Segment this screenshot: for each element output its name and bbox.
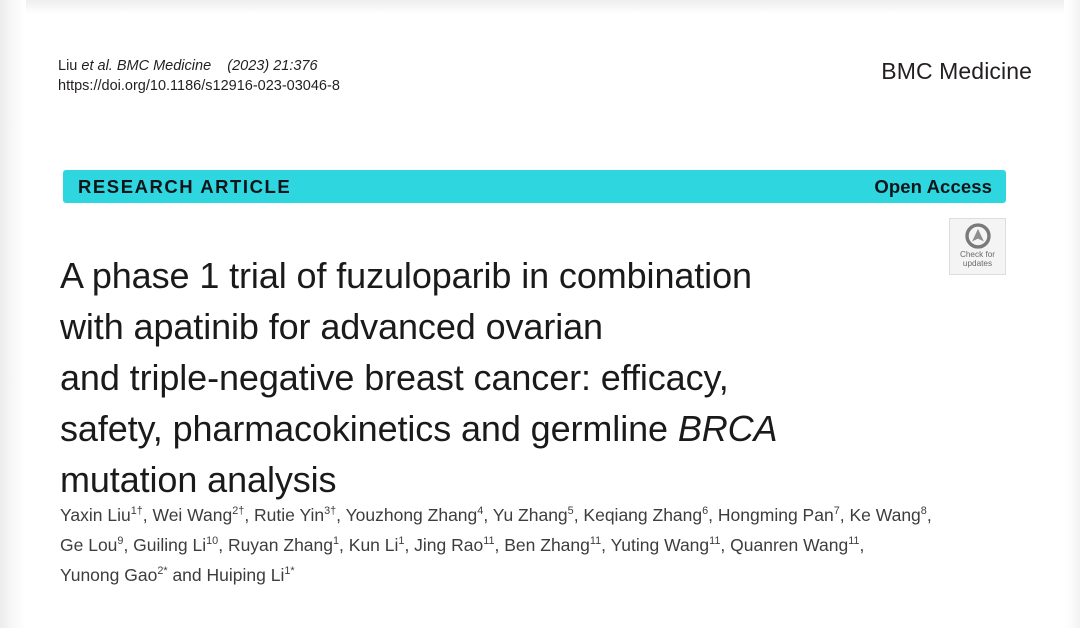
author-affiliation-marker: 7 <box>833 505 840 518</box>
author-separator: , <box>244 505 255 525</box>
author-affiliation-marker: 11 <box>483 535 495 548</box>
author-line-2: Ge Lou9, Guiling Li10, Ruyan Zhang1, Kun… <box>60 530 1020 560</box>
author-separator: , <box>601 535 611 555</box>
author-separator: , <box>142 505 153 525</box>
author-name[interactable]: Wei Wang <box>152 505 233 525</box>
author-affiliation-marker: 11 <box>589 535 602 548</box>
author-affiliation-marker: 11 <box>848 535 860 548</box>
page-edge-shading-top <box>0 0 1080 14</box>
author-name[interactable]: Kun Li <box>348 535 399 555</box>
author-name[interactable]: Yunong Gao <box>60 565 158 585</box>
title-line-3: and triple-negative breast cancer: effic… <box>60 357 729 399</box>
citation-journal-italic: et al. BMC Medicine <box>81 58 212 74</box>
author-name[interactable]: Rutie Yin <box>254 505 325 525</box>
author-name[interactable]: Ruyan Zhang <box>227 535 334 555</box>
author-affiliation-marker: 1 <box>333 535 340 548</box>
author-separator: , <box>123 535 134 555</box>
author-separator: , <box>720 535 731 555</box>
author-name[interactable]: Hongming Pan <box>717 505 834 525</box>
running-head: Liu et al. BMC Medicine (2023) 21:376 ht… <box>58 57 678 96</box>
author-separator: , <box>494 535 505 555</box>
author-name[interactable]: Ge Lou <box>60 535 118 555</box>
title-line-5: mutation analysis <box>60 459 337 501</box>
author-separator: , <box>573 505 584 525</box>
author-separator: , <box>404 535 415 555</box>
author-affiliation-marker: 3† <box>324 505 337 518</box>
citation-volume: (2023) 21:376 <box>211 58 318 74</box>
author-name[interactable]: Huiping Li <box>206 565 285 585</box>
check-for-updates-label: Check for updates <box>959 250 996 269</box>
author-separator: , <box>218 535 228 555</box>
author-name[interactable]: Jing Rao <box>414 535 484 555</box>
title-line-1: A phase 1 trial of fuzuloparib in combin… <box>60 255 752 297</box>
author-affiliation-marker: 1† <box>130 505 143 518</box>
author-line-1: Yaxin Liu1†, Wei Wang2†, Rutie Yin3†, Yo… <box>60 500 1020 530</box>
author-affiliation-marker: 5 <box>567 505 574 518</box>
title-line-2: with apatinib for advanced ovarian <box>60 306 603 348</box>
author-affiliation-marker: 6 <box>702 505 709 518</box>
author-name[interactable]: Yaxin Liu <box>60 505 131 525</box>
author-name[interactable]: Ben Zhang <box>504 535 590 555</box>
author-affiliation-marker: 9 <box>117 535 124 548</box>
author-separator: , <box>859 535 865 555</box>
author-separator: and <box>167 565 207 585</box>
open-access-label[interactable]: Open Access <box>874 176 992 197</box>
author-affiliation-marker: 8 <box>920 505 927 518</box>
author-separator: , <box>839 505 850 525</box>
journal-title: BMC Medicine <box>881 58 1032 84</box>
citation-prefix: Liu <box>58 58 82 74</box>
author-name[interactable]: Yuting Wang <box>610 535 710 555</box>
author-list: Yaxin Liu1†, Wei Wang2†, Rutie Yin3†, Yo… <box>60 500 1020 590</box>
author-separator: , <box>339 535 349 555</box>
author-affiliation-marker: 1 <box>398 535 405 548</box>
author-affiliation-marker: 4 <box>477 505 484 518</box>
page-edge-shading-right <box>1064 0 1080 628</box>
author-separator: , <box>336 505 346 525</box>
author-separator: , <box>708 505 718 525</box>
author-affiliation-marker: 1* <box>284 565 295 578</box>
page-title: A phase 1 trial of fuzuloparib in combin… <box>60 250 960 505</box>
author-separator: , <box>926 505 932 525</box>
title-line-4-text: safety, pharmacokinetics and germline <box>60 408 678 450</box>
article-type-label: RESEARCH ARTICLE <box>78 176 292 197</box>
citation-line: Liu et al. BMC Medicine (2023) 21:376 <box>58 57 678 76</box>
check-for-updates-badge[interactable]: Check for updates <box>949 218 1006 275</box>
author-affiliation-marker: 2† <box>232 505 245 518</box>
author-name[interactable]: Guiling Li <box>133 535 207 555</box>
author-affiliation-marker: 10 <box>206 535 219 548</box>
title-line-4: safety, pharmacokinetics and germline BR… <box>60 403 960 454</box>
author-affiliation-marker: 11 <box>709 535 721 548</box>
author-separator: , <box>483 505 493 525</box>
author-name[interactable]: Ke Wang <box>849 505 921 525</box>
author-name[interactable]: Yu Zhang <box>492 505 568 525</box>
crossmark-logo-icon <box>964 223 991 249</box>
author-name[interactable]: Quanren Wang <box>730 535 849 555</box>
author-line-3: Yunong Gao2* and Huiping Li1* <box>60 560 1020 590</box>
page-edge-shading-left <box>0 0 26 628</box>
author-affiliation-marker: 2* <box>157 565 168 578</box>
author-name[interactable]: Keqiang Zhang <box>583 505 703 525</box>
title-gene-italic: BRCA <box>677 408 778 450</box>
author-name[interactable]: Youzhong Zhang <box>345 505 478 525</box>
open-access-banner: RESEARCH ARTICLE Open Access <box>63 170 1006 203</box>
doi-link[interactable]: https://doi.org/10.1186/s12916-023-03046… <box>58 78 340 94</box>
